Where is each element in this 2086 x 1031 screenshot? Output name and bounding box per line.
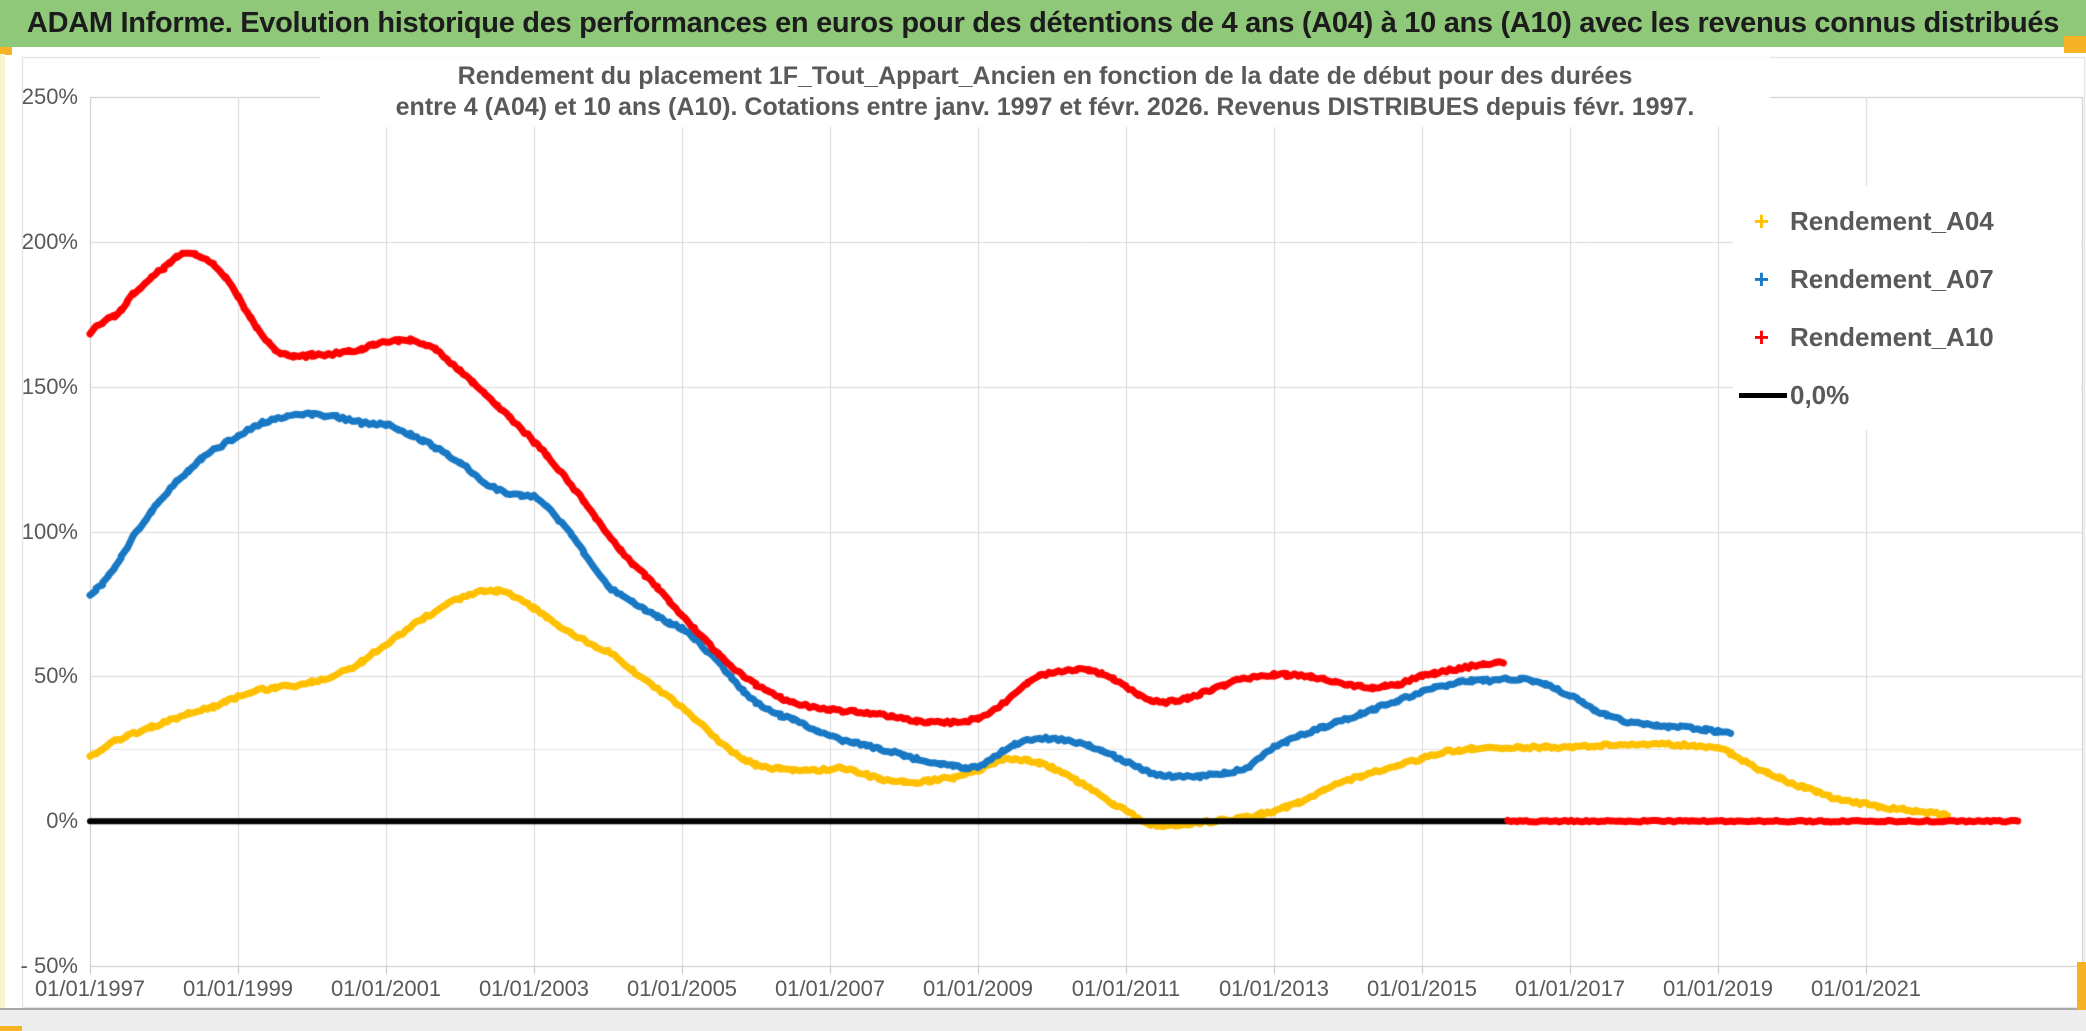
x-tick-label: 01/01/2019 — [1662, 976, 1774, 1001]
x-tick-label: 01/01/1997 — [34, 976, 146, 1001]
x-tick-label: 01/01/2017 — [1514, 976, 1626, 1001]
y-tick-label: 250% — [21, 84, 78, 109]
y-tick-label: 0% — [46, 808, 78, 834]
x-tick-label: 01/01/2021 — [1810, 976, 1922, 1001]
y-tick-label: 200% — [21, 228, 78, 254]
y-tick-label: 150% — [21, 373, 78, 399]
line-marker-icon — [1739, 392, 1787, 398]
y-tick-label: - 50% — [20, 953, 78, 978]
y-tick-label: 50% — [33, 663, 78, 689]
legend-item-zero-line: 0,0% — [1733, 366, 2081, 424]
bottom-divider — [0, 1008, 2086, 1010]
chart-title-line2: entre 4 (A04) et 10 ans (A10). Cotations… — [395, 93, 1695, 121]
plus-marker-icon: + — [1753, 322, 1770, 352]
x-tick-label: 01/01/2015 — [1366, 976, 1478, 1001]
chart-title: Rendement du placement 1F_Tout_Appart_An… — [320, 57, 1770, 127]
plus-marker-icon: + — [1753, 206, 1770, 236]
legend-label: Rendement_A04 — [1790, 205, 1994, 236]
plus-marker-icon: + — [1753, 264, 1770, 294]
chart-title-line1: Rendement du placement 1F_Tout_Appart_An… — [457, 62, 1633, 90]
y-tick-label: 100% — [21, 518, 78, 544]
legend-label: Rendement_A07 — [1790, 263, 1994, 294]
x-tick-label: 01/01/2007 — [774, 976, 886, 1001]
bottom-left-accent — [0, 1026, 22, 1031]
bottom-strip — [0, 1010, 2086, 1031]
legend-item-rendement-a04: + Rendement_A04 — [1733, 192, 2081, 250]
x-tick-label: 01/01/1999 — [182, 976, 294, 1001]
legend-item-rendement-a10: + Rendement_A10 — [1733, 308, 2081, 366]
x-tick-label: 01/01/2009 — [922, 976, 1034, 1001]
x-tick-label: 01/01/2013 — [1218, 976, 1330, 1001]
legend-label: Rendement_A10 — [1790, 321, 1994, 352]
x-tick-label: 01/01/2003 — [478, 976, 590, 1001]
x-tick-label: 01/01/2011 — [1071, 976, 1181, 1001]
legend: + Rendement_A04 + Rendement_A07 + Rendem… — [1733, 186, 2081, 430]
legend-label: 0,0% — [1790, 379, 1850, 410]
x-tick-label: 01/01/2001 — [330, 976, 442, 1001]
right-edge-sliver — [2077, 962, 2086, 1010]
x-tick-label: 01/01/2005 — [626, 976, 738, 1001]
legend-item-rendement-a07: + Rendement_A07 — [1733, 250, 2081, 308]
